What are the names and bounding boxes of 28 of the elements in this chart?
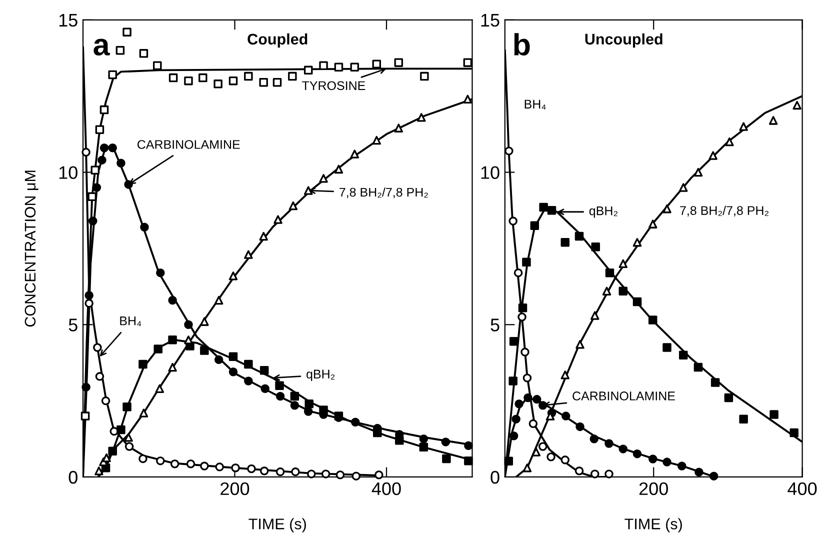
annotation: a [94,38,110,56]
y-tick-label: 15 [481,14,500,27]
annotation: BH₄ [524,100,546,110]
x-tick-label: 400 [788,482,817,496]
annotation: TYROSINE [302,81,366,90]
y-axis-title: CONCENTRATION μM [24,170,38,327]
annotation: BH₄ [120,316,142,326]
text: Uncoupled [585,33,662,48]
y-tick-label: 5 [68,318,78,332]
annotation: qBH₂ [306,370,335,382]
annotation: qBH₂ [589,206,618,218]
text: Coupled [248,33,308,48]
annotation: CARBINOLAMINE [572,392,675,400]
x-axis-title: TIME (s) [624,518,682,532]
y-tick-label: 5 [490,318,500,332]
y-tick-label: 10 [481,166,500,179]
y-tick-label: 0 [68,470,78,484]
annotation: 7,8 BH₂/7,8 PH₂ [680,206,768,216]
x-tick-label: 200 [639,482,668,496]
y-tick-label: 15 [59,14,78,27]
y-tick-label: 10 [59,166,78,179]
annotation: b [514,33,530,56]
x-tick-label: 200 [220,482,250,496]
x-tick-label: 400 [372,482,401,496]
annotation: CARBINOLAMINE [138,140,240,149]
y-tick-label: 0 [490,470,500,484]
x-axis-title: TIME (s) [248,518,306,532]
annotation: 7,8 BH₂/7,8 PH₂ [340,188,428,198]
